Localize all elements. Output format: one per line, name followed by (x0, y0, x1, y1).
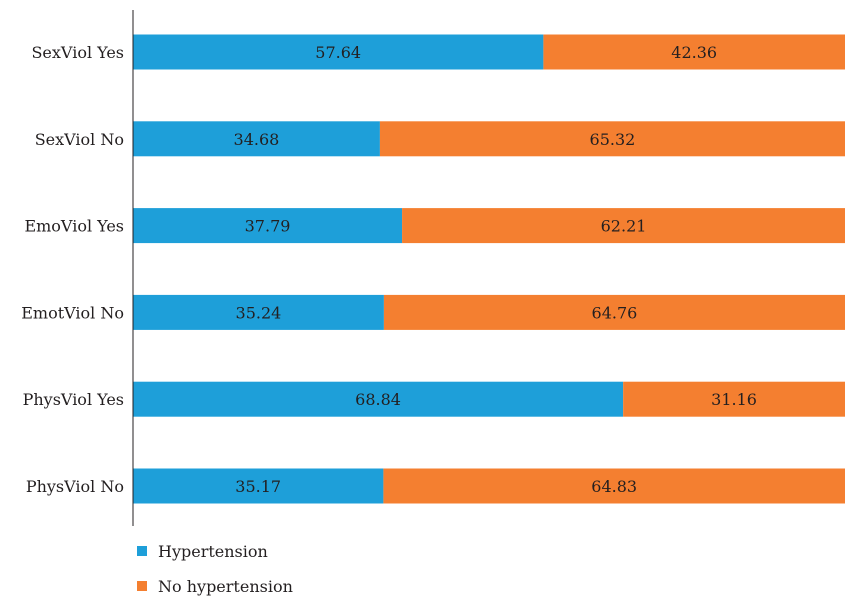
bar-physviol-no-hypertension (133, 468, 384, 504)
bar-emotviol-no-hypertension (133, 294, 384, 330)
category-label-physviol-yes: PhysViol Yes (23, 390, 124, 409)
bar-physviol-yes-hypertension (133, 381, 624, 417)
category-label-physviol-no: PhysViol No (26, 477, 124, 496)
bar-physviol-yes-no-hypertension (623, 381, 845, 417)
bar-physviol-no-no-hypertension (383, 468, 845, 504)
data-label-physviol-no-hypertension: 35.17 (235, 477, 281, 496)
data-label-physviol-yes-hypertension: 68.84 (355, 390, 401, 409)
data-label-sexviol-no-no-hypertension: 65.32 (590, 130, 636, 149)
data-label-physviol-no-no-hypertension: 64.83 (591, 477, 637, 496)
bar-emoviol-yes-hypertension (133, 208, 403, 244)
category-label-emoviol-yes: EmoViol Yes (24, 217, 124, 236)
data-label-sexviol-no-hypertension: 34.68 (234, 130, 280, 149)
bar-emoviol-yes-no-hypertension (402, 208, 845, 244)
legend-swatch-no-hypertension (137, 581, 147, 591)
category-label-sexviol-yes: SexViol Yes (31, 43, 124, 62)
category-labels-group: SexViol Yes SexViol No EmoViol Yes EmotViol… (21, 43, 124, 496)
bars-group (133, 34, 845, 504)
bar-sexviol-yes-no-hypertension (543, 34, 845, 70)
legend-swatch-hypertension (137, 546, 147, 556)
bar-emotviol-no-no-hypertension (383, 294, 845, 330)
bar-sexviol-yes-hypertension (133, 34, 544, 70)
data-label-emotviol-no-hypertension: 35.24 (236, 303, 282, 322)
data-label-emotviol-no-no-hypertension: 64.76 (592, 303, 638, 322)
bar-sexviol-no-hypertension (133, 121, 380, 157)
data-label-physviol-yes-no-hypertension: 31.16 (711, 390, 757, 409)
legend-label-no-hypertension: No hypertension (158, 577, 293, 596)
legend-label-hypertension: Hypertension (158, 542, 268, 561)
data-label-emoviol-yes-hypertension: 37.79 (245, 217, 291, 236)
bar-sexviol-no-no-hypertension (379, 121, 845, 157)
category-label-emotviol-no: EmotViol No (21, 303, 124, 322)
data-labels-group: 57.64 42.36 34.68 65.32 37.79 62.21 35.24 64.76… (234, 43, 757, 496)
data-label-sexviol-yes-hypertension: 57.64 (315, 43, 361, 62)
data-label-emoviol-yes-no-hypertension: 62.21 (601, 217, 647, 236)
category-label-sexviol-no: SexViol No (35, 130, 124, 149)
legend: Hypertension No hypertension (137, 542, 293, 596)
data-label-sexviol-yes-no-hypertension: 42.36 (671, 43, 717, 62)
